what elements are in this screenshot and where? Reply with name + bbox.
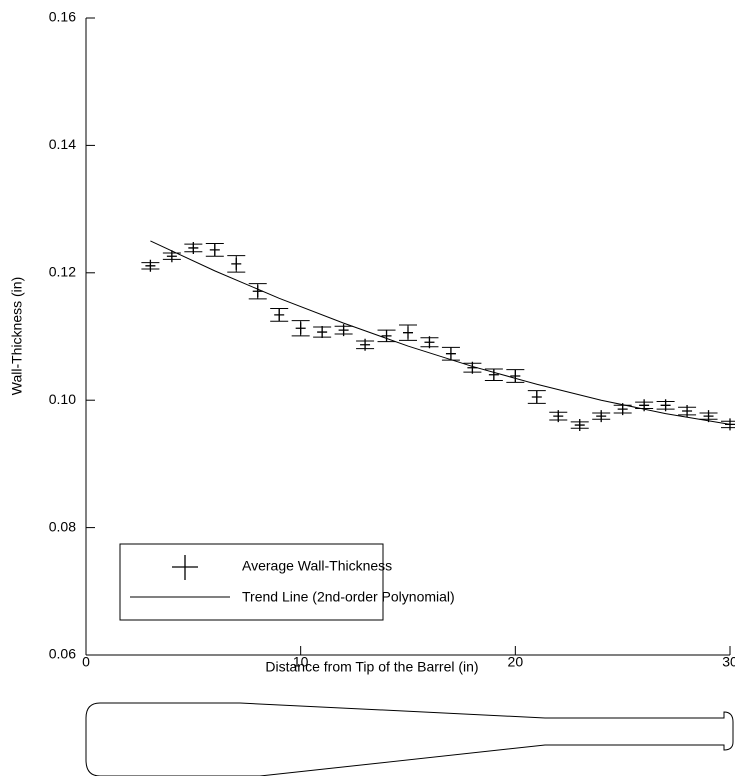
marker: [553, 410, 564, 423]
marker: [660, 399, 671, 412]
legend-label: Average Wall-Thickness: [242, 558, 392, 574]
marker: [317, 326, 328, 339]
marker: [231, 257, 242, 270]
x-tick-label: 10: [293, 654, 309, 670]
legend-label: Trend Line (2nd-order Polynomial): [242, 589, 455, 605]
x-axis-label: Distance from Tip of the Barrel (in): [265, 659, 478, 675]
x-tick-label: 20: [508, 654, 524, 670]
marker: [381, 329, 392, 342]
legend-box: [119, 543, 384, 621]
marker: [424, 336, 435, 349]
marker: [682, 405, 693, 418]
marker: [510, 369, 521, 382]
legend-marker: [172, 555, 198, 580]
y-axis-label: Wall-Thickness (in): [9, 277, 25, 396]
marker: [252, 285, 263, 298]
marker: [338, 324, 349, 337]
marker: [574, 419, 585, 432]
marker: [166, 250, 177, 263]
marker: [703, 410, 714, 423]
y-tick-label: 0.10: [49, 391, 76, 407]
trend-line: [150, 240, 731, 425]
y-tick-label: 0.16: [49, 9, 76, 25]
marker: [596, 410, 607, 423]
y-tick-label: 0.12: [49, 264, 76, 280]
marker: [403, 326, 413, 339]
marker: [445, 347, 456, 360]
y-tick-label: 0.08: [49, 518, 76, 534]
marker: [145, 259, 156, 272]
marker: [274, 308, 285, 321]
marker: [488, 368, 499, 381]
marker: [188, 241, 199, 254]
x-tick-label: 0: [82, 654, 90, 670]
marker: [209, 243, 220, 256]
marker: [295, 322, 306, 335]
y-tick-label: 0.06: [49, 646, 76, 662]
marker: [360, 338, 371, 351]
bat-outline: [85, 702, 734, 776]
marker: [531, 391, 542, 404]
x-tick-label: 30: [722, 654, 735, 670]
y-tick-label: 0.14: [49, 136, 76, 152]
